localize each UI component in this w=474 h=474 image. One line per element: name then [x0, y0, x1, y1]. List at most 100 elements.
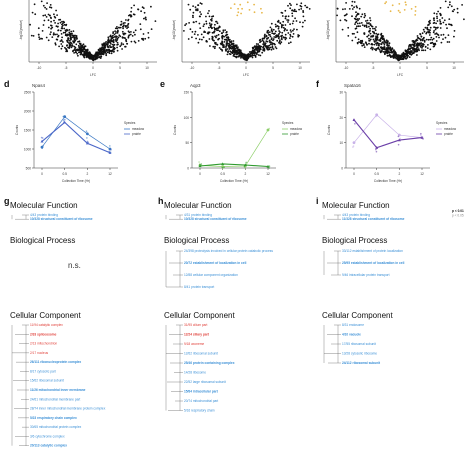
volcano-point: [435, 36, 438, 38]
series-point-prairie: [221, 162, 225, 166]
go-term: 20/74 mitochondrial part: [184, 399, 218, 403]
volcano-point: [439, 22, 442, 25]
volcano-point: [412, 48, 415, 51]
volcano-point: [422, 49, 425, 52]
volcano-point: [51, 26, 54, 29]
volcano-point: [437, 10, 439, 13]
series-point-meadow: [63, 115, 67, 119]
volcano-point: [232, 55, 235, 57]
volcano-point: [31, 11, 34, 14]
volcano-point: [94, 58, 97, 60]
volcano-point: [341, 28, 344, 31]
replicate-point-meadow: [62, 115, 65, 118]
volcano-point: [45, 36, 48, 39]
panel-letter: g: [4, 196, 10, 206]
volcano-point: [272, 28, 275, 31]
volcano-xtick-label: -10: [344, 66, 349, 70]
volcano-point: [434, 26, 437, 29]
volcano-point: [291, 35, 294, 38]
volcano-point: [208, 26, 210, 29]
volcano-point: [293, 28, 295, 30]
volcano-point: [188, 22, 191, 24]
volcano-point: [233, 53, 235, 56]
volcano-point: [127, 14, 130, 17]
volcano-point: [210, 23, 213, 26]
volcano-point: [450, 5, 453, 8]
volcano-point: [286, 29, 288, 32]
legend-label: meadow: [132, 127, 145, 131]
series-line-prairie: [199, 163, 269, 168]
volcano-point: [208, 38, 211, 40]
volcano-point: [47, 19, 50, 22]
volcano-point: [50, 20, 52, 23]
volcano-point: [111, 40, 113, 43]
chart-title: Npas4: [32, 83, 46, 88]
volcano-point: [215, 34, 218, 37]
volcano-point: [395, 57, 398, 60]
volcano-point: [347, 26, 350, 29]
volcano-point: [103, 52, 105, 55]
volcano-point: [416, 37, 419, 39]
volcano-point: [47, 39, 50, 42]
volcano-point: [42, 24, 45, 26]
volcano-point: [412, 51, 414, 54]
volcano-point: [70, 30, 73, 33]
y-axis-label: Counts: [173, 125, 177, 136]
not-significant-label: n.s.: [68, 261, 81, 270]
volcano-point: [53, 19, 55, 22]
volcano-point: [82, 48, 85, 51]
volcano-point: [451, 10, 454, 13]
volcano-point: [356, 18, 359, 20]
volcano-point: [117, 36, 120, 39]
volcano-point: [351, 4, 353, 7]
volcano-point: [295, 20, 298, 22]
volcano-highlight-point: [414, 5, 417, 8]
volcano-point: [387, 46, 390, 49]
x-tick-label: 0.5: [220, 172, 225, 176]
volcano-point: [109, 50, 112, 52]
series-point-prairie: [375, 146, 379, 149]
volcano-point: [75, 43, 78, 46]
volcano-point: [89, 52, 92, 54]
volcano-point: [357, 19, 359, 22]
volcano-point: [280, 24, 283, 26]
volcano-point: [118, 34, 121, 37]
volcano-point: [147, 36, 150, 39]
go-term: 2/33 spliceosome: [30, 332, 57, 336]
volcano-point: [265, 40, 268, 43]
x-tick-label: 2: [398, 172, 400, 176]
volcano-highlight-point: [410, 7, 413, 10]
volcano-point: [358, 22, 361, 25]
volcano-point: [114, 30, 116, 33]
volcano-point: [414, 40, 417, 42]
volcano-plot-3: -log10(pvalue) LFC -10 -5 0 5 10: [326, 0, 465, 77]
volcano-point: [78, 42, 81, 45]
volcano-point: [356, 41, 359, 44]
volcano-highlight-point: [236, 14, 239, 17]
volcano-point: [435, 13, 438, 15]
volcano-point: [357, 25, 360, 28]
volcano-point: [134, 41, 137, 44]
volcano-point: [271, 45, 274, 48]
volcano-point: [206, 32, 209, 35]
volcano-point: [269, 26, 272, 29]
volcano-point: [446, 27, 448, 30]
x-tick-label: 0.5: [374, 172, 379, 176]
volcano-point: [336, 7, 339, 10]
volcano-point: [355, 5, 358, 8]
volcano-xtick-label: -5: [218, 66, 221, 70]
go-term: 20/113 catalytic complex: [30, 444, 67, 448]
volcano-point: [130, 15, 132, 18]
volcano-point: [295, 10, 298, 13]
volcano-point: [117, 43, 119, 46]
volcano-point: [200, 3, 203, 5]
volcano-point: [371, 30, 374, 33]
volcano-point: [101, 43, 104, 46]
volcano-point: [249, 52, 252, 55]
volcano-point: [428, 31, 431, 33]
volcano-point: [224, 29, 227, 31]
volcano-point: [355, 11, 357, 14]
legend-title: Species: [436, 121, 448, 125]
volcano-xtick-label: -5: [372, 66, 375, 70]
volcano-point: [285, 37, 288, 39]
